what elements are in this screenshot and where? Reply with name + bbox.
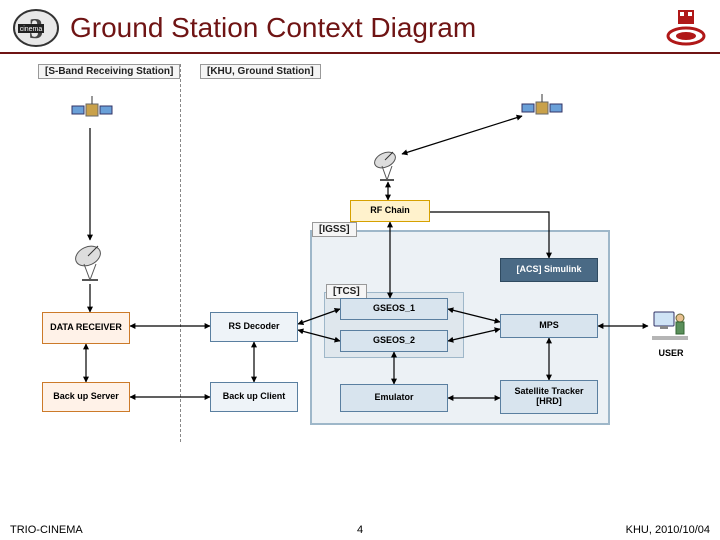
context-diagram: [S-Band Receiving Station] [KHU, Ground … — [10, 62, 710, 492]
dish-left-icon — [70, 242, 110, 282]
tcs-label: [TCS] — [326, 284, 367, 299]
slide-footer: TRIO-CINEMA 4 KHU, 2010/10/04 — [0, 524, 720, 536]
backup-client: Back up Client — [210, 382, 298, 412]
footer-left: TRIO-CINEMA — [10, 524, 83, 536]
user-label: USER — [654, 348, 688, 358]
emulator: Emulator — [340, 384, 448, 412]
footer-page-number: 4 — [357, 524, 363, 536]
footer-right: KHU, 2010/10/04 — [626, 524, 710, 536]
page-title: Ground Station Context Diagram — [60, 12, 664, 44]
rf-chain: RF Chain — [350, 200, 430, 222]
igss-label: [IGSS] — [312, 222, 357, 237]
svg-text:cinema: cinema — [20, 26, 43, 33]
sband-label: [S-Band Receiving Station] — [38, 64, 180, 79]
dish-center-icon — [370, 148, 404, 182]
institution-logo-icon — [664, 8, 708, 48]
backup-server: Back up Server — [42, 382, 130, 412]
sband-divider — [180, 64, 181, 442]
rs-decoder: RS Decoder — [210, 312, 298, 342]
user-icon — [650, 306, 690, 346]
gseos-1: GSEOS_1 — [340, 298, 448, 320]
khu-label: [KHU, Ground Station] — [200, 64, 321, 79]
acs-simulink: [ACS] Simulink — [500, 258, 598, 282]
slide-header: 3 cinema Ground Station Context Diagram — [0, 0, 720, 54]
gseos-2: GSEOS_2 — [340, 330, 448, 352]
satellite-right-icon — [520, 90, 564, 126]
satellite-left-icon — [70, 92, 114, 128]
sat-tracker: Satellite Tracker [HRD] — [500, 380, 598, 414]
data-receiver: DATA RECEIVER — [42, 312, 130, 344]
cinema-logo-icon: 3 cinema — [12, 8, 60, 48]
mps: MPS — [500, 314, 598, 338]
